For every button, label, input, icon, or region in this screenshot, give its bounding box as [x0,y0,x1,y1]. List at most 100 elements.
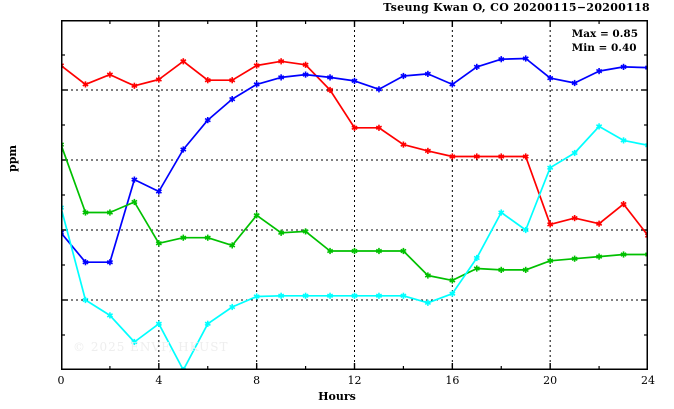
data-point-marker [400,73,407,79]
x-tick-label: 8 [253,374,261,387]
data-point-marker [498,56,505,62]
data-point-marker [620,201,627,207]
data-point-marker [61,205,65,209]
data-point-marker [61,64,65,68]
x-tick-label: 0 [57,374,65,387]
data-point-marker [351,293,358,299]
data-point-marker [278,59,285,64]
data-point-marker [82,210,89,215]
data-point-marker [375,293,383,299]
data-point-marker [278,75,285,80]
data-point-marker [424,300,431,306]
data-point-marker [302,229,309,234]
data-point-marker [229,304,236,310]
data-point-marker [547,75,554,81]
data-point-marker [375,87,383,92]
x-axis-title: Hours [318,390,356,403]
min-label: Min = 0.40 [571,42,637,55]
data-point-marker [351,78,358,84]
y-axis-tick-labels: 0.40.50.60.70.80.9 [0,0,56,409]
data-point-marker [620,252,627,257]
data-point-marker [644,234,648,238]
data-point-marker [400,293,407,299]
data-point-marker [302,293,309,299]
data-point-marker [253,82,260,87]
data-point-marker [596,68,603,74]
plot-svg [61,20,648,370]
plot-area: © 2025 ENVF, HKUST Max = 0.85 Min = 0.40 [61,20,648,370]
max-label: Max = 0.85 [571,28,638,40]
data-point-marker [204,77,211,83]
data-point-marker [375,125,383,131]
data-point-marker [155,189,162,194]
data-point-marker [498,210,505,215]
data-point-marker [180,59,187,64]
data-point-marker [473,255,480,261]
data-point-marker [82,297,89,303]
data-point-marker [375,248,383,254]
series-line-day1 [61,60,648,237]
data-point-marker [155,77,162,82]
data-point-marker [473,154,480,159]
data-point-marker [571,80,578,86]
data-point-marker [644,66,648,70]
data-point-marker [61,63,65,67]
data-point-marker [302,72,309,77]
data-point-marker [400,142,407,147]
data-point-marker [644,253,648,257]
data-point-marker [61,143,65,147]
data-point-marker [106,313,113,318]
data-point-marker [204,117,211,123]
data-point-marker [351,125,358,131]
data-point-marker [596,254,603,259]
data-point-marker [473,266,480,271]
x-tick-label: 24 [641,374,655,387]
data-point-marker [498,154,505,159]
data-point-marker [571,256,578,261]
data-point-marker [278,230,285,236]
data-point-marker [473,64,480,70]
data-point-marker [82,82,89,87]
y-axis-title: ppm [6,144,19,172]
data-point-marker [449,291,456,296]
data-point-marker [547,165,554,170]
data-point-marker [571,215,578,221]
x-tick-label: 16 [445,374,460,387]
x-axis-tick-labels: 0 4 8 12 16 20 24 [0,374,674,390]
data-point-marker [253,63,260,68]
data-point-marker [522,227,529,233]
chart-title: Tseung Kwan O, CO 20200115−20200118 [383,1,650,14]
series-markers-day2 [61,55,648,266]
data-point-marker [424,273,431,278]
data-point-marker [326,293,334,299]
data-point-marker [82,259,89,265]
data-point-marker [547,222,554,227]
data-point-marker [253,213,260,218]
data-point-marker [400,248,407,254]
stats-annotation: Max = 0.85 Min = 0.40 [572,27,638,55]
x-tick-label: 20 [543,374,558,387]
data-point-marker [644,252,648,256]
data-point-marker [644,233,648,237]
data-point-marker [620,138,627,143]
data-point-marker [522,154,529,159]
data-point-marker [106,72,113,77]
data-point-marker [644,65,648,69]
series-markers-day4 [61,123,648,370]
data-point-marker [326,75,334,80]
data-point-marker [229,96,236,102]
data-point-marker [106,259,113,265]
data-point-marker [204,235,211,240]
data-point-marker [131,177,138,182]
data-point-marker [131,83,138,89]
data-point-marker [61,230,65,234]
data-point-marker [131,339,138,345]
data-point-marker [302,62,309,68]
data-point-marker [278,293,285,299]
data-point-marker [61,206,65,210]
data-point-marker [131,199,138,205]
data-point-marker [547,258,554,264]
data-point-marker [449,154,456,159]
x-tick-label: 4 [155,374,163,387]
data-point-marker [61,142,65,146]
